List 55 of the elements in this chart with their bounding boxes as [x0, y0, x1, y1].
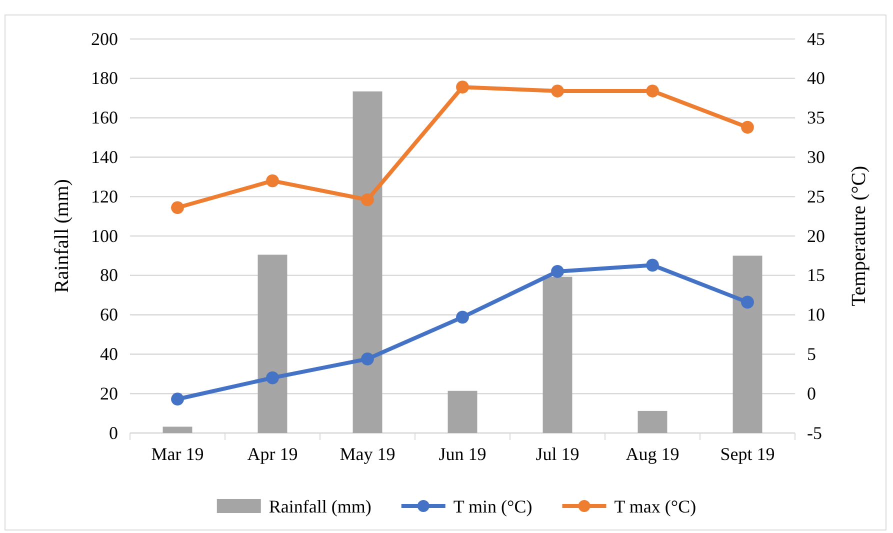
bar: [352, 91, 382, 433]
legend-label: Rainfall (mm): [268, 496, 372, 516]
y2-tick-label: 0: [807, 383, 816, 404]
y-tick-label: 20: [100, 383, 118, 404]
y2-tick-label: 30: [807, 146, 825, 167]
point: [551, 265, 564, 278]
x-tick-label: Aug 19: [626, 444, 680, 464]
legend-label: T min (°C): [453, 496, 532, 516]
x-tick-label: May 19: [340, 444, 396, 464]
y-tick-label: 40: [100, 344, 118, 364]
point: [551, 84, 564, 98]
y-axis-title: Rainfall (mm): [51, 179, 73, 293]
x-tick-label: Jun 19: [438, 444, 486, 464]
y-tick-label: 160: [91, 108, 118, 128]
y-tick-label: 0: [109, 422, 118, 443]
x-tick-label: Sept 19: [720, 444, 775, 464]
bar: [258, 254, 288, 433]
y-tick-label: 180: [91, 68, 118, 88]
point: [171, 392, 184, 406]
point: [646, 258, 659, 272]
bar: [732, 256, 762, 433]
y-tick-label: 140: [91, 146, 118, 167]
x-tick-label: Mar 19: [151, 444, 204, 464]
y-tick-label: 80: [100, 265, 118, 286]
y2-axis-title: Temperature (°C): [848, 166, 870, 306]
bar: [638, 410, 668, 433]
x-tick-label: Jul 19: [536, 444, 580, 464]
x-tick-label: Apr 19: [247, 444, 298, 464]
y2-tick-label: 25: [807, 186, 825, 206]
y2-tick-label: 10: [807, 304, 825, 325]
point: [171, 201, 184, 214]
bar: [542, 276, 572, 433]
y-tick-label: 60: [100, 304, 118, 325]
y2-tick-label: 15: [807, 265, 825, 286]
point: [741, 296, 754, 309]
point: [266, 174, 279, 188]
y2-tick-label: -5: [807, 422, 822, 443]
point: [646, 84, 659, 98]
bar: [162, 426, 192, 433]
y-tick-label: 120: [91, 186, 118, 206]
y-tick-label: 200: [91, 28, 118, 49]
point: [456, 80, 469, 94]
bar: [448, 390, 478, 433]
point: [266, 371, 279, 384]
y2-tick-label: 5: [807, 344, 816, 364]
legend-label: T max (°C): [614, 496, 696, 516]
y-tick-label: 100: [91, 226, 118, 246]
point: [741, 120, 754, 134]
y2-tick-label: 45: [807, 28, 825, 49]
y2-tick-label: 35: [807, 108, 825, 128]
y2-tick-label: 20: [807, 226, 825, 246]
y2-tick-label: 40: [807, 68, 825, 88]
point: [361, 352, 374, 366]
point: [361, 193, 374, 206]
point: [456, 310, 469, 324]
